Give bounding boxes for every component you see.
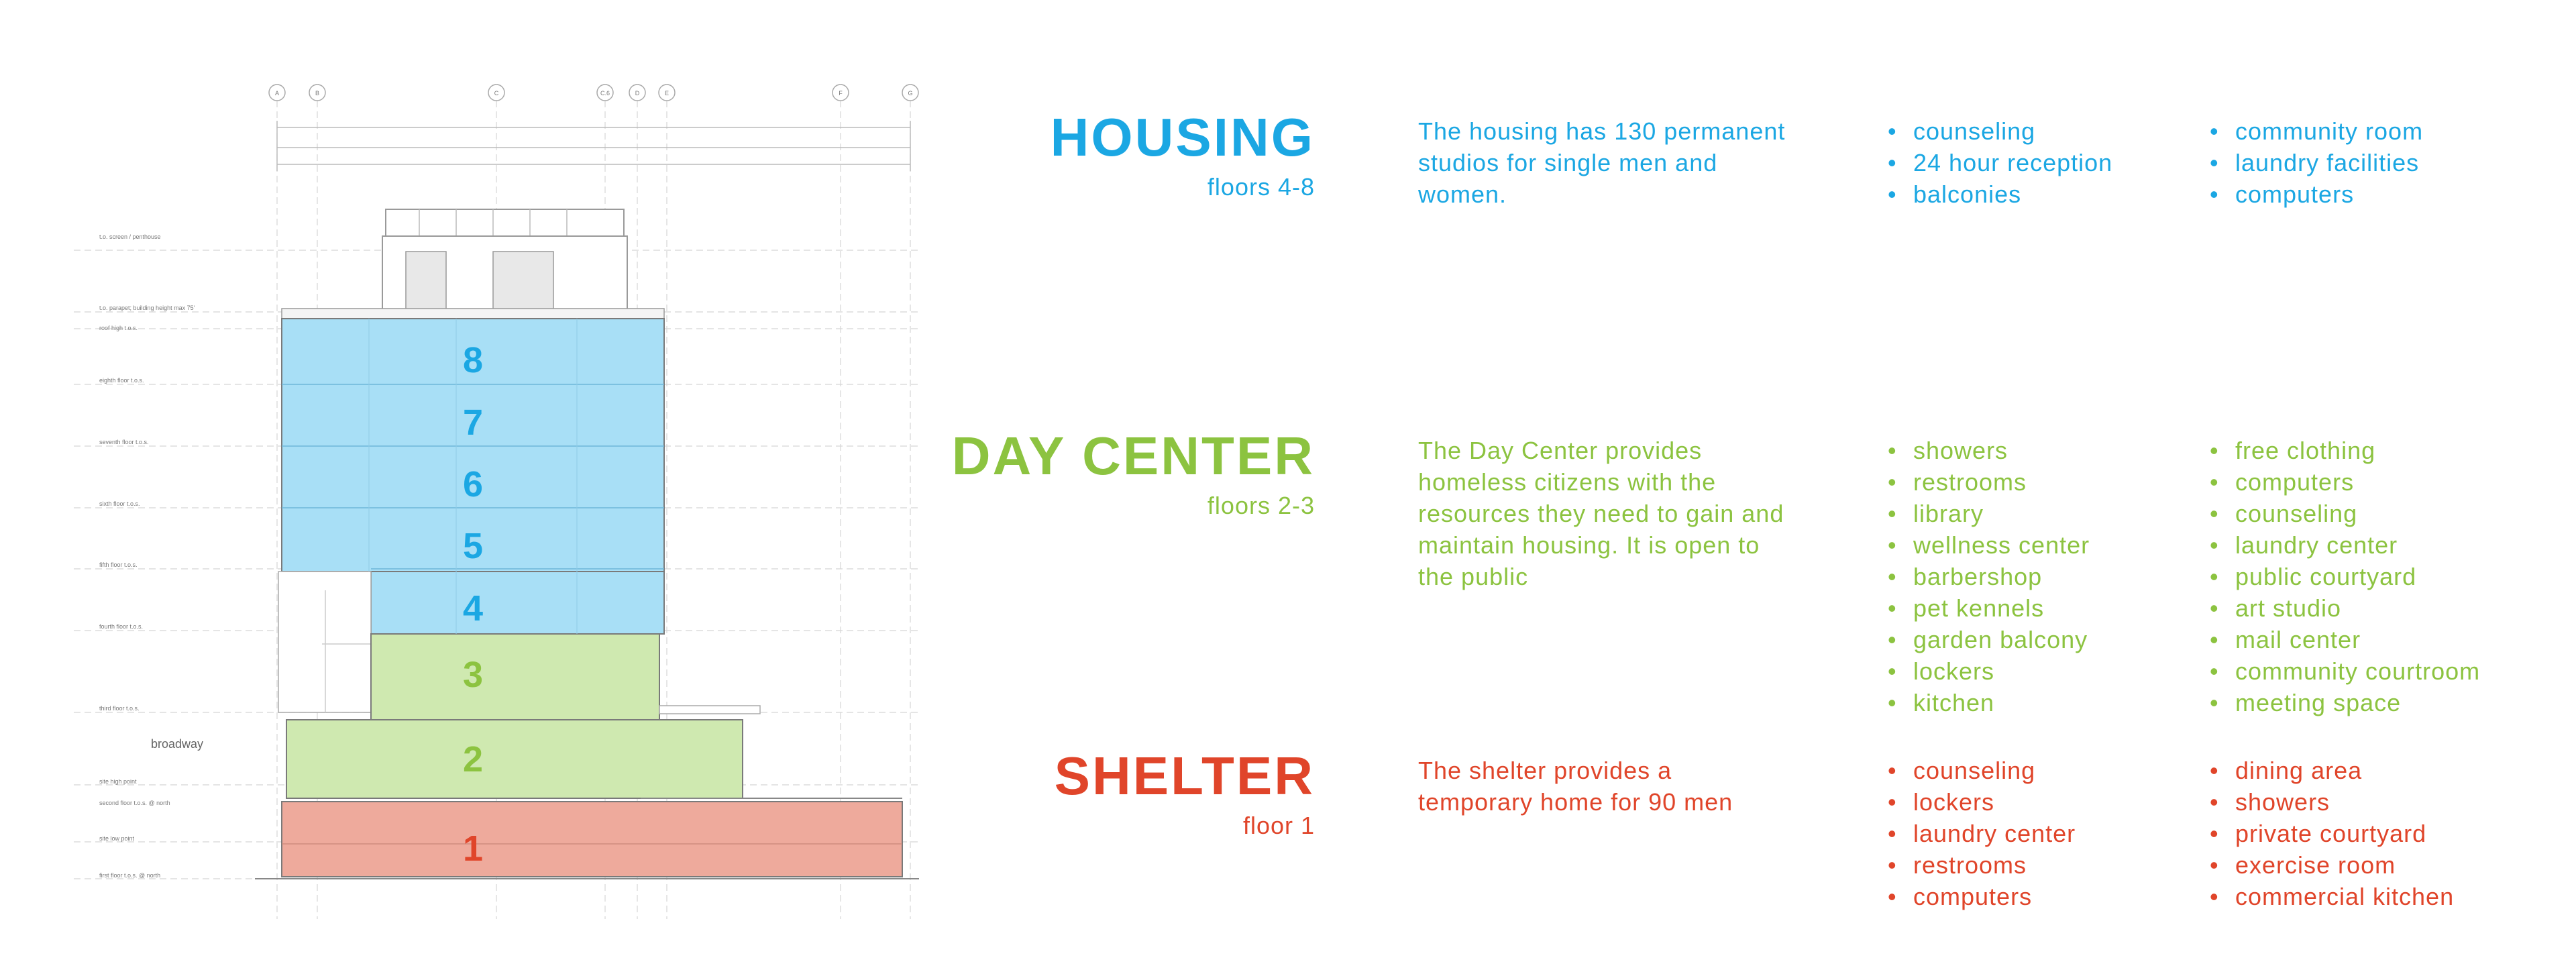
level-label: t.o. parapet; building height max 75' [99,305,195,311]
shelter-amenities-list-2: dining areashowersprivate courtyardexerc… [2207,755,2454,912]
amenity-item: computers [2207,466,2480,498]
grid-axis-label: F [839,90,843,97]
amenity-item: barbershop [1885,561,2090,592]
level-label: first floor t.o.s. @ north [99,872,160,879]
amenity-item: mail center [2207,624,2480,655]
amenity-item: kitchen [1885,687,2090,718]
level-label: eighth floor t.o.s. [99,377,144,384]
amenity-item: library [1885,498,2090,529]
amenity-item: art studio [2207,592,2480,624]
level-label: fifth floor t.o.s. [99,561,138,568]
level-label: site high point [99,778,137,785]
amenity-item: meeting space [2207,687,2480,718]
grid-axis-label: E [665,90,669,97]
level-label: sixth floor t.o.s. [99,500,140,507]
shelter-floors: floor 1 [1242,812,1315,839]
grid-axis-label: B [315,90,319,97]
floor-number-8: 8 [463,340,483,380]
floor-number-3: 3 [463,655,483,695]
amenity-item: private courtyard [2207,818,2454,849]
amenity-item: restrooms [1885,466,2090,498]
level-label: roof high t.o.s. [99,325,138,331]
shelter-title: SHELTER [1054,746,1315,806]
rooftop-penthouse [281,209,665,319]
amenity-item: garden balcony [1885,624,2090,655]
housing-description: The housing has 130 permanent studios fo… [1418,117,1786,208]
amenity-item: free clothing [2207,435,2480,466]
floor-number-1: 1 [463,828,483,869]
street-label: broadway [151,737,203,751]
dimension-strings [276,121,911,171]
day-center-description: The Day Center provides homeless citizen… [1418,437,1784,590]
amenity-item: counseling [2207,498,2480,529]
floor-numbers: 8 7 6 5 4 3 2 1 [463,340,483,869]
level-labels: t.o. screen / penthouse t.o. parapet; bu… [99,233,195,879]
building-section-drawing: A B C C.6 D E F G [74,84,919,919]
grid-axis-label: C.6 [600,90,610,97]
amenity-item: balconies [1885,178,2112,210]
floor-number-5: 5 [463,526,483,566]
amenity-item: laundry center [2207,529,2480,561]
level-label: seventh floor t.o.s. [99,439,149,445]
amenity-item: community room [2207,115,2423,147]
floor-divisions [282,319,664,634]
shelter-description: The shelter provides a temporary home fo… [1418,757,1733,816]
amenity-item: exercise room [2207,849,2454,881]
day-center-floors: floors 2-3 [1207,492,1315,519]
level-label: t.o. screen / penthouse [99,233,161,240]
amenity-item: lockers [1885,786,2076,818]
housing-amenities-list-1: counseling24 hour receptionbalconies [1885,115,2112,210]
level-label: third floor t.o.s. [99,705,140,712]
amenity-item: showers [2207,786,2454,818]
grid-axis-label: A [275,90,279,97]
amenity-item: laundry center [1885,818,2076,849]
shelter-amenities-list-1: counselinglockerslaundry centerrestrooms… [1885,755,2076,912]
amenity-item: restrooms [1885,849,2076,881]
day-center-amenities-list-1: showersrestroomslibrarywellness centerba… [1885,435,2090,718]
amenity-item: public courtyard [2207,561,2480,592]
amenity-item: 24 hour reception [1885,147,2112,178]
amenity-item: community courtroom [2207,655,2480,687]
floor-number-6: 6 [463,464,483,504]
amenity-item: lockers [1885,655,2090,687]
amenity-item: computers [2207,178,2423,210]
building-masses [255,318,919,879]
amenity-item: computers [1885,881,2076,912]
level-label: fourth floor t.o.s. [99,623,143,630]
amenity-item: dining area [2207,755,2454,786]
amenity-item: commercial kitchen [2207,881,2454,912]
day-center-title: DAY CENTER [951,426,1315,486]
floor-number-2: 2 [463,739,483,779]
amenity-item: counseling [1885,755,2076,786]
amenity-item: showers [1885,435,2090,466]
grid-axis-label: G [908,90,912,97]
amenity-item: pet kennels [1885,592,2090,624]
amenity-item: wellness center [1885,529,2090,561]
level-label: site low point [99,835,135,842]
housing-amenities-list-2: community roomlaundry facilitiescomputer… [2207,115,2423,210]
housing-floors: floors 4-8 [1207,173,1315,201]
grid-axis-label: D [635,90,640,97]
housing-title: HOUSING [1050,107,1315,167]
day-center-amenities-list-2: free clothingcomputerscounselinglaundry … [2207,435,2480,718]
floor-number-4: 4 [463,588,483,629]
grid-axis-label: C [494,90,499,97]
floor-number-7: 7 [463,402,483,443]
amenity-item: counseling [1885,115,2112,147]
level-label: second floor t.o.s. @ north [99,800,170,806]
amenity-item: laundry facilities [2207,147,2423,178]
